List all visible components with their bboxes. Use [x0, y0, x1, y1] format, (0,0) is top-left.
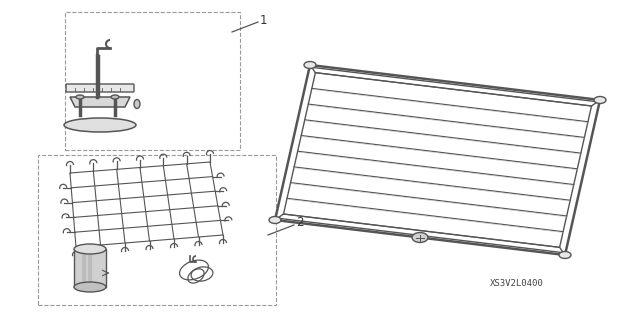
Ellipse shape: [412, 233, 428, 242]
Ellipse shape: [111, 95, 119, 99]
Polygon shape: [70, 97, 130, 107]
Bar: [38, 155, 276, 305]
Text: XS3V2L0400: XS3V2L0400: [490, 278, 544, 287]
Ellipse shape: [64, 118, 136, 132]
Ellipse shape: [269, 217, 281, 224]
Ellipse shape: [594, 97, 606, 103]
Ellipse shape: [76, 95, 84, 99]
FancyBboxPatch shape: [66, 84, 134, 92]
Ellipse shape: [134, 100, 140, 108]
Bar: [65, 12, 240, 150]
Bar: [74, 249, 106, 287]
Text: 2: 2: [296, 217, 303, 229]
Text: 1: 1: [260, 13, 268, 26]
Ellipse shape: [74, 282, 106, 292]
Ellipse shape: [559, 251, 571, 258]
Ellipse shape: [304, 62, 316, 69]
Ellipse shape: [74, 244, 106, 254]
